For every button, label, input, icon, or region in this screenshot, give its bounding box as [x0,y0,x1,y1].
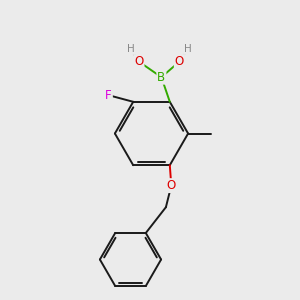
Text: F: F [105,89,112,102]
Text: O: O [134,55,143,68]
Text: O: O [167,179,176,192]
Text: B: B [157,71,166,84]
Text: H: H [184,44,192,54]
Text: O: O [175,55,184,68]
Text: H: H [127,44,134,54]
